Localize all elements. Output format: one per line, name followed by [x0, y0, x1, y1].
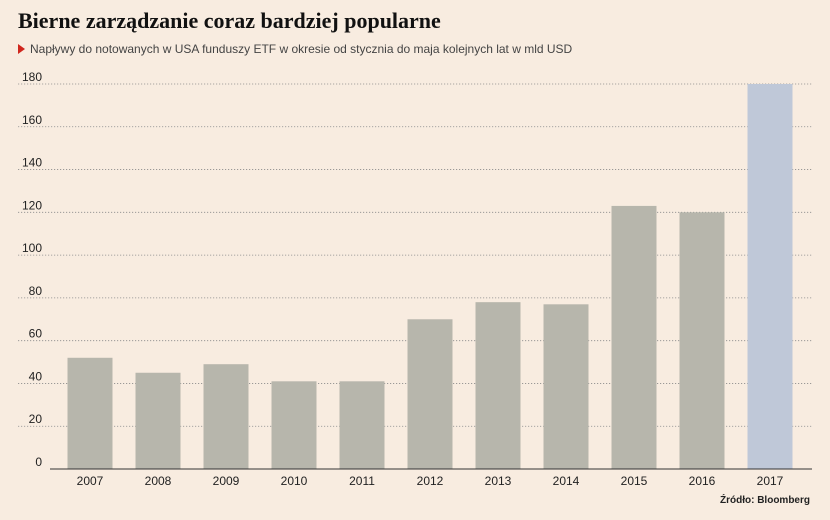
x-tick-label: 2016	[689, 474, 716, 488]
x-tick-label: 2013	[485, 474, 512, 488]
chart-title: Bierne zarządzanie coraz bardziej popula…	[18, 8, 441, 33]
bar-2007	[67, 357, 113, 469]
axes: 0 20 40 60 80 100 120 140 160 180 2007 2008 2009 2010…	[22, 70, 812, 488]
x-tick-label: 2007	[77, 474, 104, 488]
bar-2011	[339, 381, 385, 469]
x-tick-label: 2009	[213, 474, 240, 488]
y-tick-label: 100	[22, 241, 42, 255]
x-tick-label: 2015	[621, 474, 648, 488]
bar-2013	[475, 302, 521, 469]
y-tick-label: 0	[35, 455, 42, 469]
bar-2015	[611, 205, 657, 469]
x-tick-label: 2008	[145, 474, 172, 488]
y-tick-label: 120	[22, 198, 42, 212]
chart-subtitle-text: Napływy do notowanych w USA funduszy ETF…	[30, 42, 573, 56]
y-tick-label: 60	[29, 327, 43, 341]
bars	[67, 84, 793, 470]
source-note: Źródło: Bloomberg	[720, 495, 810, 506]
y-tick-label: 180	[22, 70, 42, 84]
x-tick-label: 2017	[757, 474, 784, 488]
x-tick-label: 2011	[349, 474, 375, 488]
chart-subtitle: Napływy do notowanych w USA funduszy ETF…	[18, 42, 572, 56]
bar-2016	[679, 212, 725, 470]
bar-2012	[407, 319, 453, 469]
y-tick-label: 80	[29, 284, 43, 298]
y-tick-label: 40	[29, 369, 43, 383]
x-tick-label: 2012	[417, 474, 444, 488]
triangle-marker-icon	[18, 44, 25, 54]
bar-2010	[271, 381, 317, 469]
bar-2008	[135, 372, 181, 469]
bar-2017	[747, 84, 793, 469]
bar-2009	[203, 364, 249, 469]
x-tick-label: 2010	[281, 474, 308, 488]
bar-2014	[543, 304, 589, 469]
x-tick-label: 2014	[553, 474, 580, 488]
y-tick-label: 140	[22, 156, 42, 170]
y-tick-label: 20	[29, 412, 43, 426]
y-tick-label: 160	[22, 113, 42, 127]
